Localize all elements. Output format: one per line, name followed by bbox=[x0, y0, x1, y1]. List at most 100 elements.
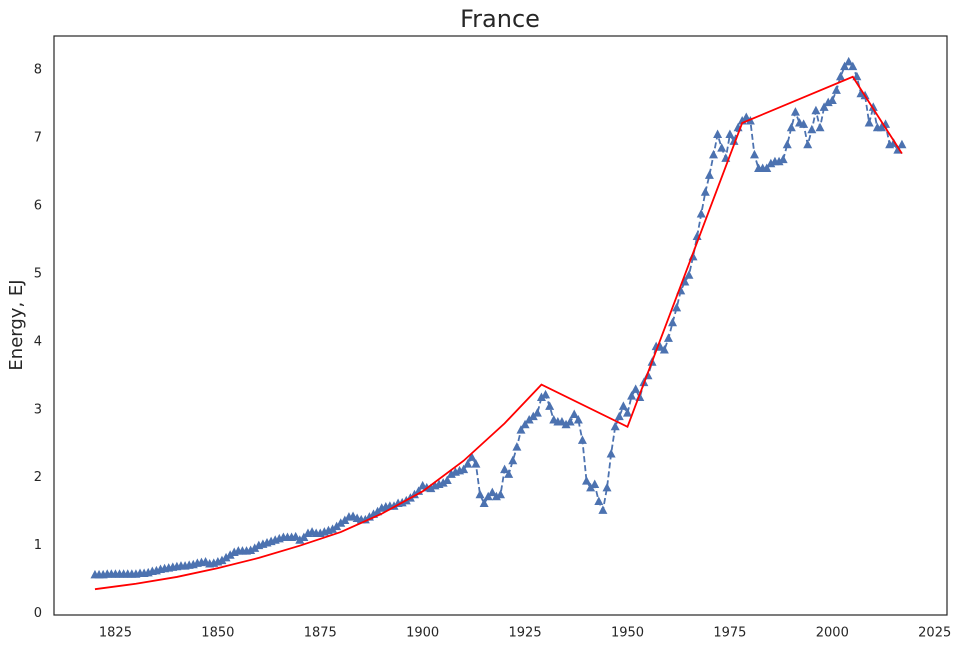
marker bbox=[864, 117, 874, 127]
marker bbox=[332, 521, 342, 531]
chart-title: France bbox=[460, 5, 540, 33]
marker bbox=[696, 209, 706, 218]
marker bbox=[786, 122, 796, 132]
x-tick-label: 1825 bbox=[99, 626, 132, 641]
marker bbox=[586, 482, 596, 492]
marker bbox=[807, 124, 817, 134]
marker bbox=[819, 102, 829, 111]
x-tick-label: 1900 bbox=[406, 626, 439, 641]
marker bbox=[541, 389, 551, 399]
marker bbox=[713, 129, 723, 139]
marker bbox=[573, 414, 583, 424]
marker bbox=[340, 515, 350, 525]
marker bbox=[840, 61, 850, 71]
marker bbox=[610, 421, 620, 431]
marker bbox=[811, 105, 821, 115]
marker bbox=[815, 122, 825, 132]
marker bbox=[790, 107, 800, 116]
x-tick-label: 1925 bbox=[509, 626, 542, 641]
y-axis-label: Energy, EJ bbox=[6, 279, 27, 370]
marker bbox=[295, 535, 305, 544]
marker bbox=[668, 317, 678, 327]
marker bbox=[463, 459, 473, 468]
marker bbox=[614, 411, 624, 421]
y-tick-label: 7 bbox=[34, 130, 42, 145]
y-tick-label: 4 bbox=[34, 334, 42, 349]
marker bbox=[438, 478, 448, 487]
x-tick-label: 2025 bbox=[918, 626, 951, 641]
marker bbox=[504, 469, 514, 478]
marker bbox=[250, 543, 260, 552]
plot-frame bbox=[53, 35, 948, 616]
marker bbox=[545, 401, 555, 410]
marker bbox=[803, 139, 813, 149]
marker bbox=[827, 95, 837, 105]
marker bbox=[508, 455, 518, 465]
marker bbox=[844, 56, 854, 66]
marker bbox=[561, 419, 571, 429]
marker bbox=[594, 496, 604, 506]
marker bbox=[725, 129, 735, 139]
marker bbox=[835, 71, 845, 81]
marker bbox=[532, 408, 542, 417]
x-tick-label: 1875 bbox=[304, 626, 337, 641]
marker bbox=[373, 506, 383, 516]
marker bbox=[500, 464, 510, 474]
x-tick-label: 1950 bbox=[611, 626, 644, 641]
marker bbox=[672, 302, 682, 312]
marker bbox=[217, 555, 227, 565]
marker bbox=[868, 102, 878, 111]
marker bbox=[729, 136, 739, 145]
marker bbox=[496, 489, 505, 499]
marker bbox=[618, 401, 628, 410]
y-tick-label: 3 bbox=[34, 402, 42, 417]
y-tick-label: 5 bbox=[34, 266, 42, 281]
x-tick-label: 1850 bbox=[201, 626, 234, 641]
marker bbox=[848, 61, 858, 71]
marker bbox=[336, 518, 346, 527]
marker bbox=[709, 149, 719, 159]
marker bbox=[565, 417, 575, 426]
marker bbox=[328, 524, 338, 533]
marker bbox=[569, 409, 579, 419]
marker bbox=[459, 464, 469, 474]
marker bbox=[520, 419, 530, 429]
marker bbox=[741, 112, 751, 122]
marker bbox=[602, 482, 612, 492]
marker bbox=[225, 550, 235, 559]
marker bbox=[426, 483, 436, 493]
marker bbox=[528, 411, 538, 421]
marker bbox=[684, 270, 694, 279]
marker bbox=[631, 384, 641, 393]
marker bbox=[598, 505, 608, 514]
x-tick-label: 2000 bbox=[816, 626, 849, 641]
marker bbox=[471, 459, 481, 468]
marker bbox=[799, 119, 809, 128]
marker bbox=[782, 139, 792, 149]
marker bbox=[717, 143, 727, 152]
y-tick-label: 2 bbox=[34, 470, 42, 485]
y-tick-label: 6 bbox=[34, 198, 42, 213]
marker bbox=[577, 435, 587, 444]
marker bbox=[467, 452, 477, 461]
marker bbox=[536, 392, 546, 402]
marker bbox=[704, 170, 714, 179]
marker bbox=[622, 408, 632, 417]
y-tick-label: 1 bbox=[34, 538, 42, 553]
marker bbox=[627, 391, 637, 400]
y-tick-label: 0 bbox=[34, 606, 42, 621]
marker bbox=[221, 552, 231, 562]
marker bbox=[876, 122, 886, 132]
marker bbox=[762, 163, 772, 173]
marker bbox=[479, 498, 489, 508]
marker bbox=[749, 149, 759, 159]
marker bbox=[831, 85, 841, 94]
marker bbox=[582, 476, 592, 485]
y-tick-label: 8 bbox=[34, 62, 42, 77]
marker bbox=[590, 479, 600, 489]
series-line bbox=[94, 75, 903, 591]
marker bbox=[487, 487, 497, 497]
marker bbox=[700, 187, 710, 196]
marker bbox=[291, 531, 301, 541]
